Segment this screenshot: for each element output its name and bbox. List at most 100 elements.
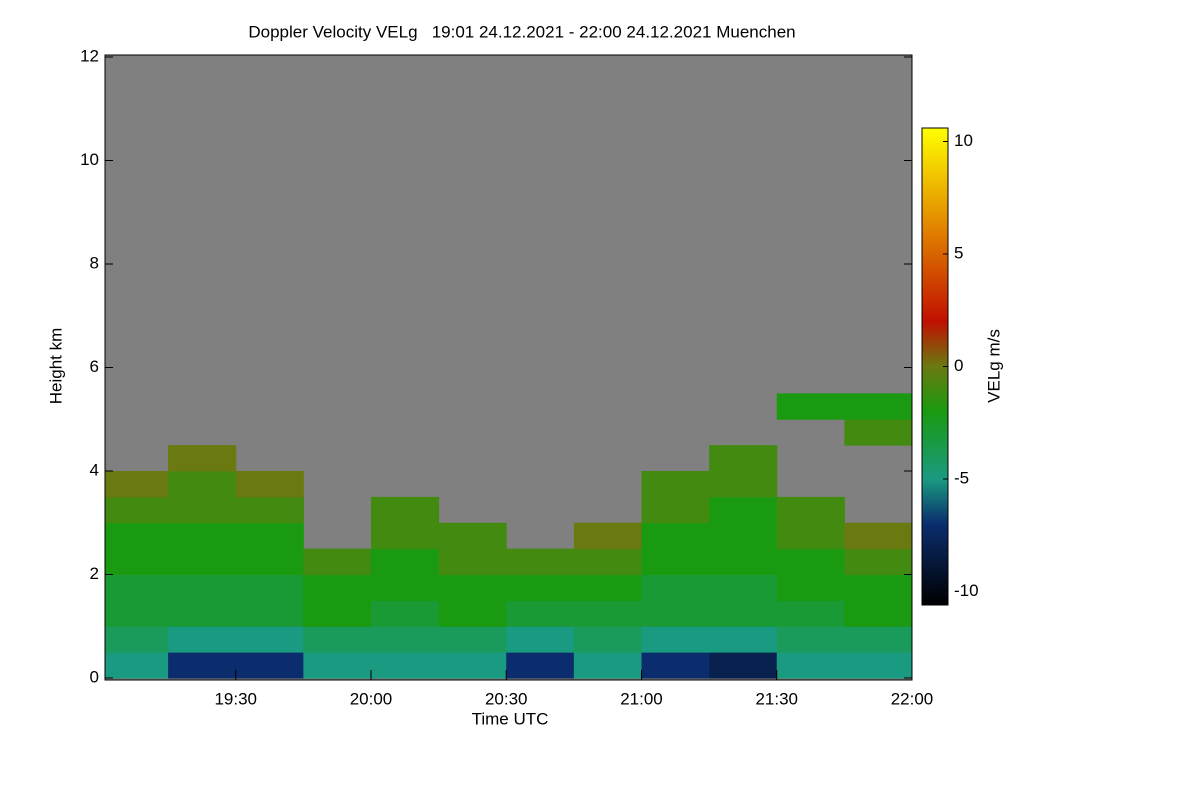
heatmap-cell xyxy=(844,600,913,627)
heatmap-cell xyxy=(303,574,372,601)
heatmap-cell xyxy=(303,626,372,653)
colorbar-tick-label: 0 xyxy=(954,356,963,375)
heatmap-cell xyxy=(844,652,913,679)
colorbar-title: VELg m/s xyxy=(984,329,1003,403)
heatmap-cell xyxy=(844,548,913,575)
heatmap-cell xyxy=(235,652,304,679)
heatmap-cell xyxy=(303,652,372,679)
x-tick-label: 20:30 xyxy=(485,689,528,708)
heatmap-cell xyxy=(168,652,237,679)
heatmap-cell xyxy=(235,471,304,498)
x-axis-title: Time UTC xyxy=(472,709,549,728)
heatmap-cell xyxy=(641,652,710,679)
heatmap-cell xyxy=(776,522,845,550)
heatmap-cell xyxy=(844,522,913,550)
chart-title: Doppler Velocity VELg 19:01 24.12.2021 -… xyxy=(248,22,795,41)
heatmap-cell xyxy=(168,496,237,524)
heatmap-cell xyxy=(709,600,778,627)
y-tick-label: 2 xyxy=(90,564,99,583)
heatmap-cell xyxy=(506,548,575,575)
heatmap-cell xyxy=(168,626,237,653)
heatmap-cell xyxy=(370,548,440,575)
heatmap-cell xyxy=(776,652,845,679)
y-axis-title: Height km xyxy=(46,328,65,405)
heatmap-cell xyxy=(506,574,575,601)
heatmap-cell xyxy=(844,626,913,653)
heatmap-cell xyxy=(105,471,169,498)
heatmap-cell xyxy=(776,600,845,627)
heatmap-cell xyxy=(168,600,237,627)
heatmap-cell xyxy=(776,548,845,575)
heatmap-cell xyxy=(235,496,304,524)
x-tick-label: 20:00 xyxy=(350,689,393,708)
heatmap-cell xyxy=(303,600,372,627)
heatmap-cell xyxy=(370,600,440,627)
y-tick-label: 4 xyxy=(90,460,99,479)
heatmap-cell xyxy=(438,652,507,679)
heatmap-cell xyxy=(105,600,169,627)
heatmap-cell xyxy=(370,522,440,550)
heatmap-cell xyxy=(105,548,169,575)
heatmap-cell xyxy=(709,548,778,575)
heatmap-cell xyxy=(235,574,304,601)
heatmap-cell xyxy=(573,600,642,627)
heatmap-cell xyxy=(776,574,845,601)
y-tick-label: 12 xyxy=(80,46,99,65)
heatmap-cell xyxy=(438,600,507,627)
heatmap-cell xyxy=(105,496,169,524)
heatmap-cell xyxy=(709,445,778,472)
heatmap-cell xyxy=(506,626,575,653)
x-tick-label: 21:00 xyxy=(620,689,663,708)
heatmap-cell xyxy=(235,626,304,653)
heatmap-cell xyxy=(573,652,642,679)
heatmap-cell xyxy=(709,652,778,679)
heatmap-cell xyxy=(168,445,237,472)
heatmap-cell xyxy=(105,574,169,601)
heatmap-cell xyxy=(105,626,169,653)
heatmap-cell xyxy=(641,600,710,627)
heatmap-cell xyxy=(370,626,440,653)
x-tick-label: 22:00 xyxy=(891,689,934,708)
heatmap-cell xyxy=(844,419,913,446)
heatmap-cell xyxy=(844,574,913,601)
heatmap-cell xyxy=(573,548,642,575)
heatmap-cell xyxy=(438,626,507,653)
heatmap-cell xyxy=(168,471,237,498)
heatmap-cell xyxy=(506,652,575,679)
x-tick-label: 19:30 xyxy=(214,689,257,708)
heatmap-cell xyxy=(105,522,169,550)
y-tick-label: 10 xyxy=(80,150,99,169)
heatmap-cell xyxy=(438,548,507,575)
heatmap-cell xyxy=(303,548,372,575)
heatmap-cell xyxy=(573,522,642,550)
heatmap-cell xyxy=(641,522,710,550)
heatmap-cell xyxy=(641,548,710,575)
heatmap-cell xyxy=(709,522,778,550)
heatmap-cell xyxy=(573,574,642,601)
y-tick-label: 0 xyxy=(90,667,99,686)
heatmap-cell xyxy=(235,522,304,550)
heatmap-cell xyxy=(573,626,642,653)
heatmap-cell xyxy=(844,393,913,420)
heatmap-cell xyxy=(370,652,440,679)
heatmap-cell xyxy=(776,496,845,524)
heatmap-cell xyxy=(709,626,778,653)
heatmap-cell xyxy=(438,522,507,550)
colorbar-tick-label: 10 xyxy=(954,131,973,150)
heatmap-cell xyxy=(235,600,304,627)
y-tick-label: 6 xyxy=(90,357,99,376)
heatmap-cell xyxy=(641,471,710,498)
colorbar-tick-label: -5 xyxy=(954,468,969,487)
heatmap-cell xyxy=(438,574,507,601)
x-tick-label: 21:30 xyxy=(755,689,798,708)
y-tick-label: 8 xyxy=(90,253,99,272)
heatmap-cell xyxy=(105,652,169,679)
heatmap-cell xyxy=(776,626,845,653)
colorbar-tick-label: -10 xyxy=(954,581,979,600)
heatmap-cell xyxy=(709,496,778,524)
heatmap-cell xyxy=(641,574,710,601)
heatmap-cell xyxy=(168,574,237,601)
colorbar-tick-label: 5 xyxy=(954,243,963,262)
heatmap-cell xyxy=(709,471,778,498)
